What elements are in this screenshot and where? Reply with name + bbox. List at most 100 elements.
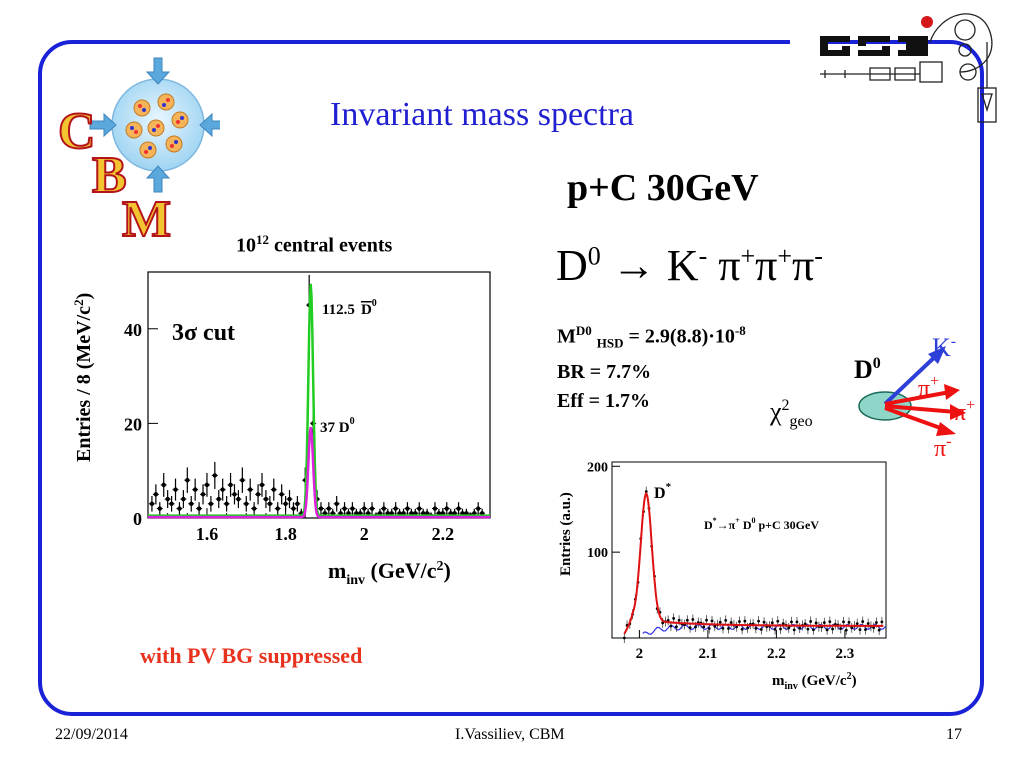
decay-parent-sup: 0 [587,241,601,271]
chart2-data-point [855,622,859,626]
chart1-data-point [287,496,292,502]
d0-label: D0 [854,355,881,384]
chart1-data-point [393,506,398,511]
chart2-data-point [858,628,862,631]
chart2-data-point [781,622,785,626]
chart2-data-point [746,626,750,630]
chart2-xtick-label: 2 [636,646,644,662]
decay-arrow: → [611,241,656,290]
chart1-data-point [204,482,210,488]
decay-pi3: π [792,241,815,290]
chart2-data-point [776,619,780,623]
chart1-data-point [271,487,276,492]
chart2-data-point [754,626,758,630]
chart1-data-point [318,506,324,511]
beam-line: p+C 30GeV [567,167,759,209]
chart1-xtick-label: 1.6 [196,524,219,544]
chart1-plot-area [147,271,491,519]
footer-page-number: 17 [946,726,962,743]
chart2-data-point [738,620,741,623]
chart2-data-point [795,620,799,624]
chart2-xtick-label: 2.3 [836,646,855,662]
events-label: 1012 central events [236,232,393,257]
chart2-data-point [877,628,881,632]
decay-pi2-charge: + [777,241,793,271]
chart2-data-point [773,628,777,631]
chart2-data-point [762,620,766,624]
chart1-data-point [161,482,166,488]
chart2-data-point [713,624,717,628]
chart2-data-point [718,620,722,624]
chart2-data-point [828,620,832,624]
chart2-data-point [702,625,706,629]
chart1-xtick-label: 1.8 [274,524,297,544]
chart2-peak-label: D* [654,481,672,502]
chart1-data-point [200,492,206,497]
chart2-xtick-label: 2.1 [699,646,718,662]
chart2-data-point [710,619,714,623]
chart2-data-point [622,636,626,640]
slide-title: Invariant mass spectra [330,96,634,133]
chart2-data-point [839,627,843,630]
chart2-data-point [688,626,692,630]
chart1-peak1-label: 112.5 D0 [322,298,377,318]
chart2-data-point [798,626,802,630]
chart1-data-point [263,496,269,502]
chart1-peak2-label: 37 D0 [320,416,355,436]
chart2-data-point [721,626,725,630]
chart2-data-point [864,628,867,632]
chart1-ylabel: Entries / 8 (MeV/c2) [71,293,95,462]
chart1-data-point [381,506,387,511]
chart2-data-point [831,627,834,631]
chart1-data-point [283,501,288,507]
stats-eff: Eff = 1.7% [557,389,651,412]
decay-pi1-charge: + [740,241,756,271]
chart1-data-point [251,506,257,511]
chart1-data-point [177,506,182,511]
chart2-data-point [674,625,678,629]
decay-pi1: π [718,241,741,290]
chart1-data-point [255,492,261,497]
stats-mass: MD0 HSD = 2.9(8.8)·10-8 [557,323,746,351]
decay-diagram: D0 χ2geo K- π+ π+ π- [770,333,975,462]
chart2-data-point [707,627,711,630]
chart2-data-point [842,620,845,624]
chart2-data-point [644,490,648,494]
chart2-data-point [691,618,695,621]
chart2-data-point [770,621,774,625]
chart2-data-point [724,619,728,622]
chart2-data-point [694,625,697,629]
chart1-data-point [240,477,245,483]
chart1-data-point [173,487,178,492]
chart1-data-point [291,506,296,511]
chart1-data-point [224,501,229,507]
footer-author: I.Vassiliev, CBM [455,726,565,743]
decay-pi3-charge: - [814,241,823,271]
chart2-xtick-label: 2.2 [767,646,786,662]
pion-track-3 [884,406,947,432]
chart1-data-point [228,482,233,488]
chart2-data-point [672,617,676,620]
chart1-data-point [189,501,194,507]
cbm-letter-m: M [122,191,171,240]
chart2-data-point [822,621,826,625]
chart1-data-point [157,506,162,511]
stats-block: MD0 HSD = 2.9(8.8)·10-8 BR = 7.7% Eff = … [557,316,746,416]
chart1-data-point [185,477,190,483]
frame-gap [790,30,820,50]
pi1-label: π+ [918,373,939,402]
pion-track-1 [884,390,951,406]
chart1-data-point [350,506,355,511]
chart2-data-point [811,628,815,632]
chart2-data-point [743,619,747,623]
chart1-data-point [153,492,159,497]
pv-bg-note: with PV BG suppressed [140,643,363,668]
chart2-data-point [729,621,733,624]
chart2-data-point [666,619,670,622]
decay-k-charge: - [698,241,708,271]
chart1-data-point [181,496,186,502]
chart2-data-point [875,621,878,624]
chart1-fit-curve-1 [148,283,490,517]
chart1-cut-label: 3σ cut [172,320,235,346]
chart2-data-point [790,620,793,624]
